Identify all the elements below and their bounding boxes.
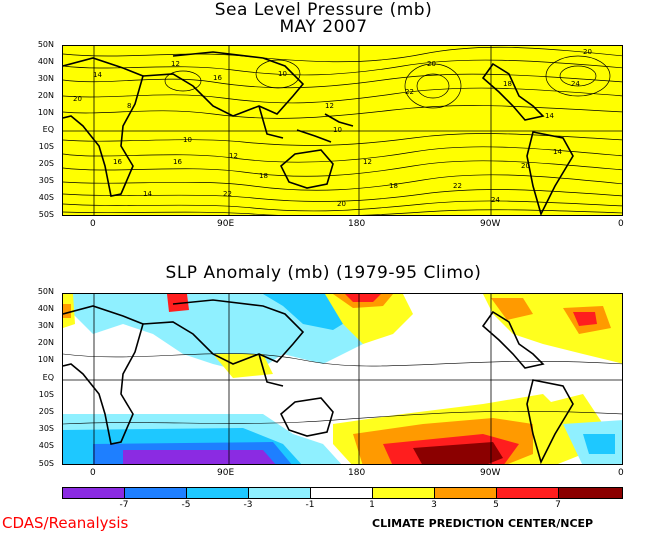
bottom-lon-axis: 0 90E 180 90W 0 bbox=[62, 468, 624, 480]
lat-label: 50S bbox=[38, 459, 54, 468]
lat-label: 20S bbox=[38, 159, 54, 168]
bottom-lat-axis: 50N 40N 30N 20N 10N EQ 10S 20S 30S 40S 5… bbox=[30, 287, 58, 469]
contour-label: 14 bbox=[545, 112, 554, 120]
bottom-panel-title: SLP Anomaly (mb) (1979-95 Climo) bbox=[165, 263, 482, 283]
lat-label: 10N bbox=[37, 108, 54, 117]
lon-label: 0 bbox=[618, 468, 624, 478]
colorbar-segment bbox=[249, 488, 311, 498]
coastlines bbox=[63, 299, 574, 464]
lon-label: 180 bbox=[348, 468, 366, 478]
lat-label: 10S bbox=[38, 390, 54, 399]
contour-label: 20 bbox=[521, 162, 530, 170]
slp-anomaly-map bbox=[62, 293, 623, 465]
agency-credit: CLIMATE PREDICTION CENTER/NCEP bbox=[372, 517, 594, 530]
lat-label: 10S bbox=[38, 142, 54, 151]
lat-label: 30S bbox=[38, 176, 54, 185]
contour-label: 14 bbox=[553, 148, 562, 156]
colorbar-segment bbox=[63, 488, 125, 498]
top-lon-axis: 0 90E 180 90W 0 bbox=[62, 219, 624, 231]
contour-label: 12 bbox=[363, 158, 372, 166]
top-lat-axis: 50N 40N 30N 20N 10N EQ 10S 20S 30S 40S 5… bbox=[30, 40, 58, 220]
contour-label: 22 bbox=[405, 88, 414, 96]
colorbar-segment bbox=[125, 488, 187, 498]
lat-label: 40S bbox=[38, 193, 54, 202]
lat-label: 30N bbox=[37, 321, 54, 330]
lat-label: 10N bbox=[37, 355, 54, 364]
colorbar bbox=[62, 487, 623, 499]
colorbar-segment bbox=[311, 488, 373, 498]
contour-label: 10 bbox=[333, 126, 342, 134]
lon-label: 0 bbox=[618, 219, 624, 229]
contour-label: 20 bbox=[427, 60, 436, 68]
contour-label: 18 bbox=[503, 80, 512, 88]
lat-label: 30N bbox=[37, 74, 54, 83]
colorbar-label: -1 bbox=[305, 500, 315, 510]
colorbar-segment bbox=[435, 488, 497, 498]
lat-label: 50S bbox=[38, 210, 54, 219]
lon-label: 90W bbox=[480, 219, 501, 229]
contour-label: 20 bbox=[337, 200, 346, 208]
contour-label: 12 bbox=[171, 60, 180, 68]
lat-label: 50N bbox=[37, 287, 54, 296]
contour-label: 8 bbox=[127, 102, 131, 110]
colorbar-label: -7 bbox=[119, 500, 129, 510]
slp-map: 20 14 12 16 10 8 12 20 22 24 20 18 14 10… bbox=[62, 45, 623, 216]
contour-label: 16 bbox=[173, 158, 182, 166]
contour-label: 10 bbox=[183, 136, 192, 144]
anomaly-shaded-map bbox=[63, 294, 622, 464]
lat-label: 40N bbox=[37, 304, 54, 313]
lat-label: EQ bbox=[42, 373, 54, 382]
colorbar-segment bbox=[559, 488, 622, 498]
lat-label: 40S bbox=[38, 441, 54, 450]
lon-label: 0 bbox=[90, 219, 96, 229]
colorbar-segment bbox=[497, 488, 559, 498]
lat-label: 20S bbox=[38, 407, 54, 416]
colorbar-segment bbox=[373, 488, 435, 498]
colorbar-label: 1 bbox=[369, 500, 375, 510]
colorbar-label: 5 bbox=[493, 500, 499, 510]
anomaly-contours bbox=[63, 353, 622, 425]
lon-label: 90E bbox=[217, 468, 235, 478]
top-panel-date: MAY 2007 bbox=[279, 17, 368, 37]
map-grid bbox=[63, 294, 622, 464]
contour-label: 14 bbox=[93, 71, 102, 79]
contour-label: 14 bbox=[143, 190, 152, 198]
lat-label: 50N bbox=[37, 40, 54, 49]
lon-label: 90E bbox=[217, 219, 235, 229]
contour-label: 24 bbox=[491, 196, 500, 204]
isobar-contours bbox=[63, 46, 622, 215]
contour-label: 20 bbox=[73, 95, 82, 103]
colorbar-label: -3 bbox=[243, 500, 253, 510]
contour-label: 12 bbox=[325, 102, 334, 110]
lon-label: 90W bbox=[480, 468, 501, 478]
data-source-credit: CDAS/Reanalysis bbox=[2, 514, 129, 532]
lon-label: 180 bbox=[348, 219, 366, 229]
contour-label: 24 bbox=[571, 80, 580, 88]
colorbar-segment bbox=[187, 488, 249, 498]
contour-label: 22 bbox=[223, 190, 232, 198]
colorbar-label: -5 bbox=[181, 500, 191, 510]
lat-label: 20N bbox=[37, 338, 54, 347]
top-panel-title: Sea Level Pressure (mb) bbox=[214, 0, 433, 20]
anomaly-shading bbox=[63, 294, 622, 464]
colorbar-label: 7 bbox=[555, 500, 561, 510]
lat-label: 40N bbox=[37, 57, 54, 66]
contour-label: 18 bbox=[389, 182, 398, 190]
slp-contour-map: 20 14 12 16 10 8 12 20 22 24 20 18 14 10… bbox=[63, 46, 622, 215]
lat-label: 30S bbox=[38, 424, 54, 433]
contour-label: 16 bbox=[213, 74, 222, 82]
colorbar-labels: -7 -5 -3 -1 1 3 5 7 bbox=[62, 500, 623, 512]
contour-label: 12 bbox=[229, 152, 238, 160]
lon-label: 0 bbox=[90, 468, 96, 478]
lat-label: 20N bbox=[37, 91, 54, 100]
contour-label: 10 bbox=[278, 70, 287, 78]
lat-label: EQ bbox=[42, 125, 54, 134]
contour-label: 16 bbox=[113, 158, 122, 166]
contour-label: 22 bbox=[453, 182, 462, 190]
colorbar-label: 3 bbox=[431, 500, 437, 510]
contour-label: 20 bbox=[583, 48, 592, 56]
contour-label: 18 bbox=[259, 172, 268, 180]
coastlines bbox=[63, 51, 574, 215]
